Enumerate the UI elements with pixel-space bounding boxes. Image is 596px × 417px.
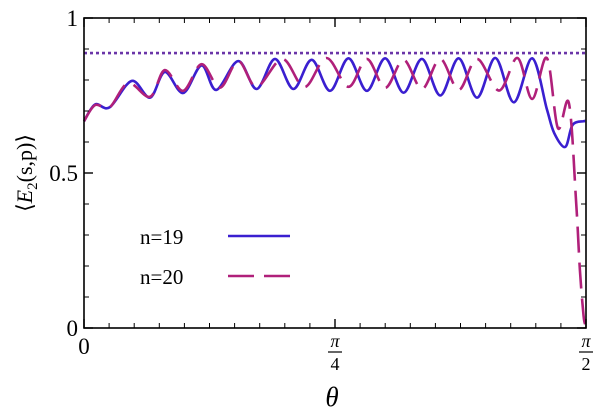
y-axis-label-var: E bbox=[12, 189, 37, 204]
x-axis-label: θ bbox=[325, 382, 338, 412]
legend-label: n=19 bbox=[140, 225, 183, 249]
series-line-n-20 bbox=[82, 56, 587, 326]
x-tick-label-fraction: π4 bbox=[328, 331, 342, 374]
plot-area bbox=[82, 51, 587, 326]
y-axis-label-rest: (s,p)⟩ bbox=[12, 134, 37, 182]
y-tick-label: 0 bbox=[67, 316, 79, 341]
y-axis-label-open: ⟨ bbox=[12, 203, 37, 212]
x-tick-denominator: 4 bbox=[331, 354, 340, 374]
legend-item-n-20: n=20 bbox=[140, 265, 290, 289]
y-tick-label: 1 bbox=[67, 6, 79, 31]
y-tick-label: 0.5 bbox=[49, 161, 78, 186]
legend-label: n=20 bbox=[140, 265, 183, 289]
legend-item-n-19: n=19 bbox=[140, 225, 290, 249]
x-tick-denominator: 2 bbox=[582, 354, 591, 374]
y-axis-label: ⟨E2(s,p)⟩ bbox=[12, 134, 41, 212]
x-tick-label: 0 bbox=[78, 334, 90, 359]
y-axis-label-sub: 2 bbox=[25, 182, 41, 190]
x-tick-numerator: π bbox=[330, 331, 340, 351]
x-tick-label-fraction: π2 bbox=[579, 331, 593, 374]
legend: n=19 n=20 bbox=[140, 225, 290, 289]
x-tick-numerator: π bbox=[581, 331, 591, 351]
